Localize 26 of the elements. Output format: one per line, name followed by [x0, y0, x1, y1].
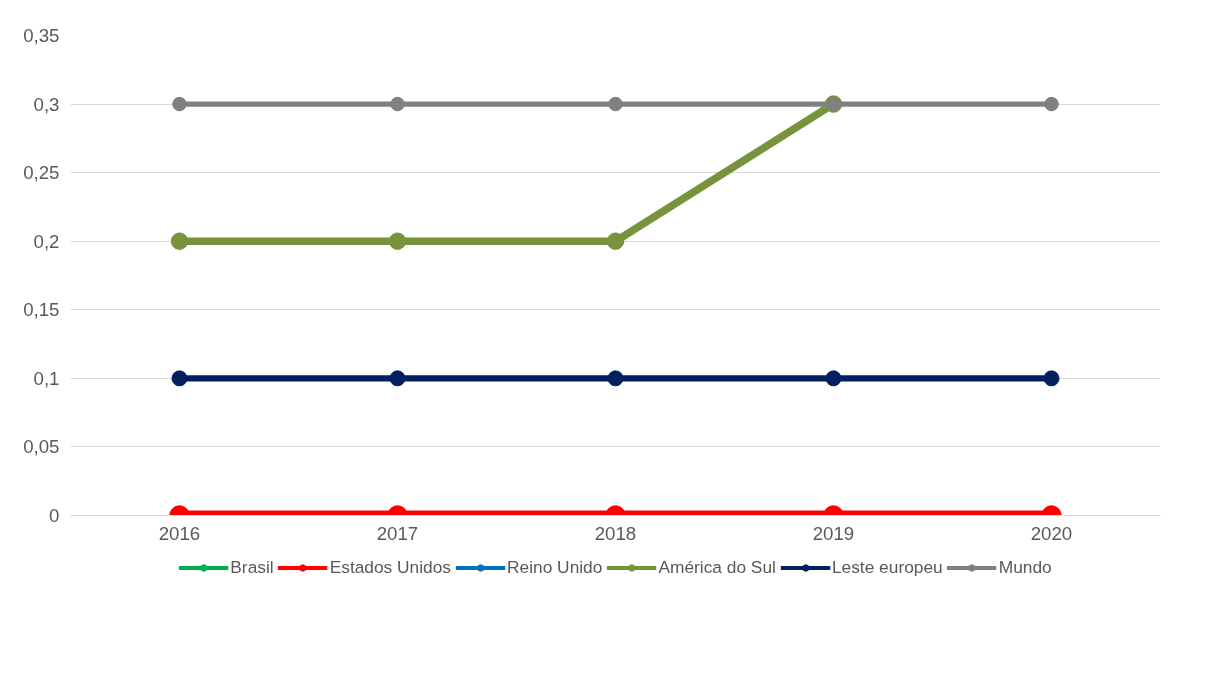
x-tick-label: 2018 — [594, 522, 637, 544]
point — [390, 96, 405, 112]
point — [388, 232, 407, 250]
legend-label: Mundo — [998, 556, 1052, 578]
y-tick-label: 0,2 — [33, 230, 60, 252]
y-tick-label: 0 — [49, 505, 60, 526]
y-tick-label: 0,3 — [33, 93, 60, 115]
legend-label: Leste europeu — [831, 556, 943, 578]
x-tick-label: 2019 — [812, 522, 855, 544]
legend-label: Estados Unidos — [329, 556, 452, 578]
legend-label: América do Sul — [658, 556, 776, 578]
point — [170, 232, 189, 250]
point — [606, 232, 625, 250]
y-tick-label: 0,05 — [23, 436, 60, 458]
point — [1044, 96, 1059, 112]
point — [608, 96, 623, 112]
x-tick-label: 2017 — [376, 522, 419, 544]
y-tick-label: 0,1 — [33, 367, 60, 389]
point — [172, 96, 187, 112]
legend-label: Reino Unido — [507, 556, 603, 578]
x-tick-label: 2016 — [158, 522, 201, 544]
y-tick-label: 0,25 — [23, 162, 60, 184]
x-tick-label: 2020 — [1030, 522, 1073, 544]
y-tick-label: 0,35 — [23, 25, 60, 46]
legend-label: Brasil — [230, 556, 274, 578]
y-tick-label: 0,15 — [23, 299, 60, 321]
